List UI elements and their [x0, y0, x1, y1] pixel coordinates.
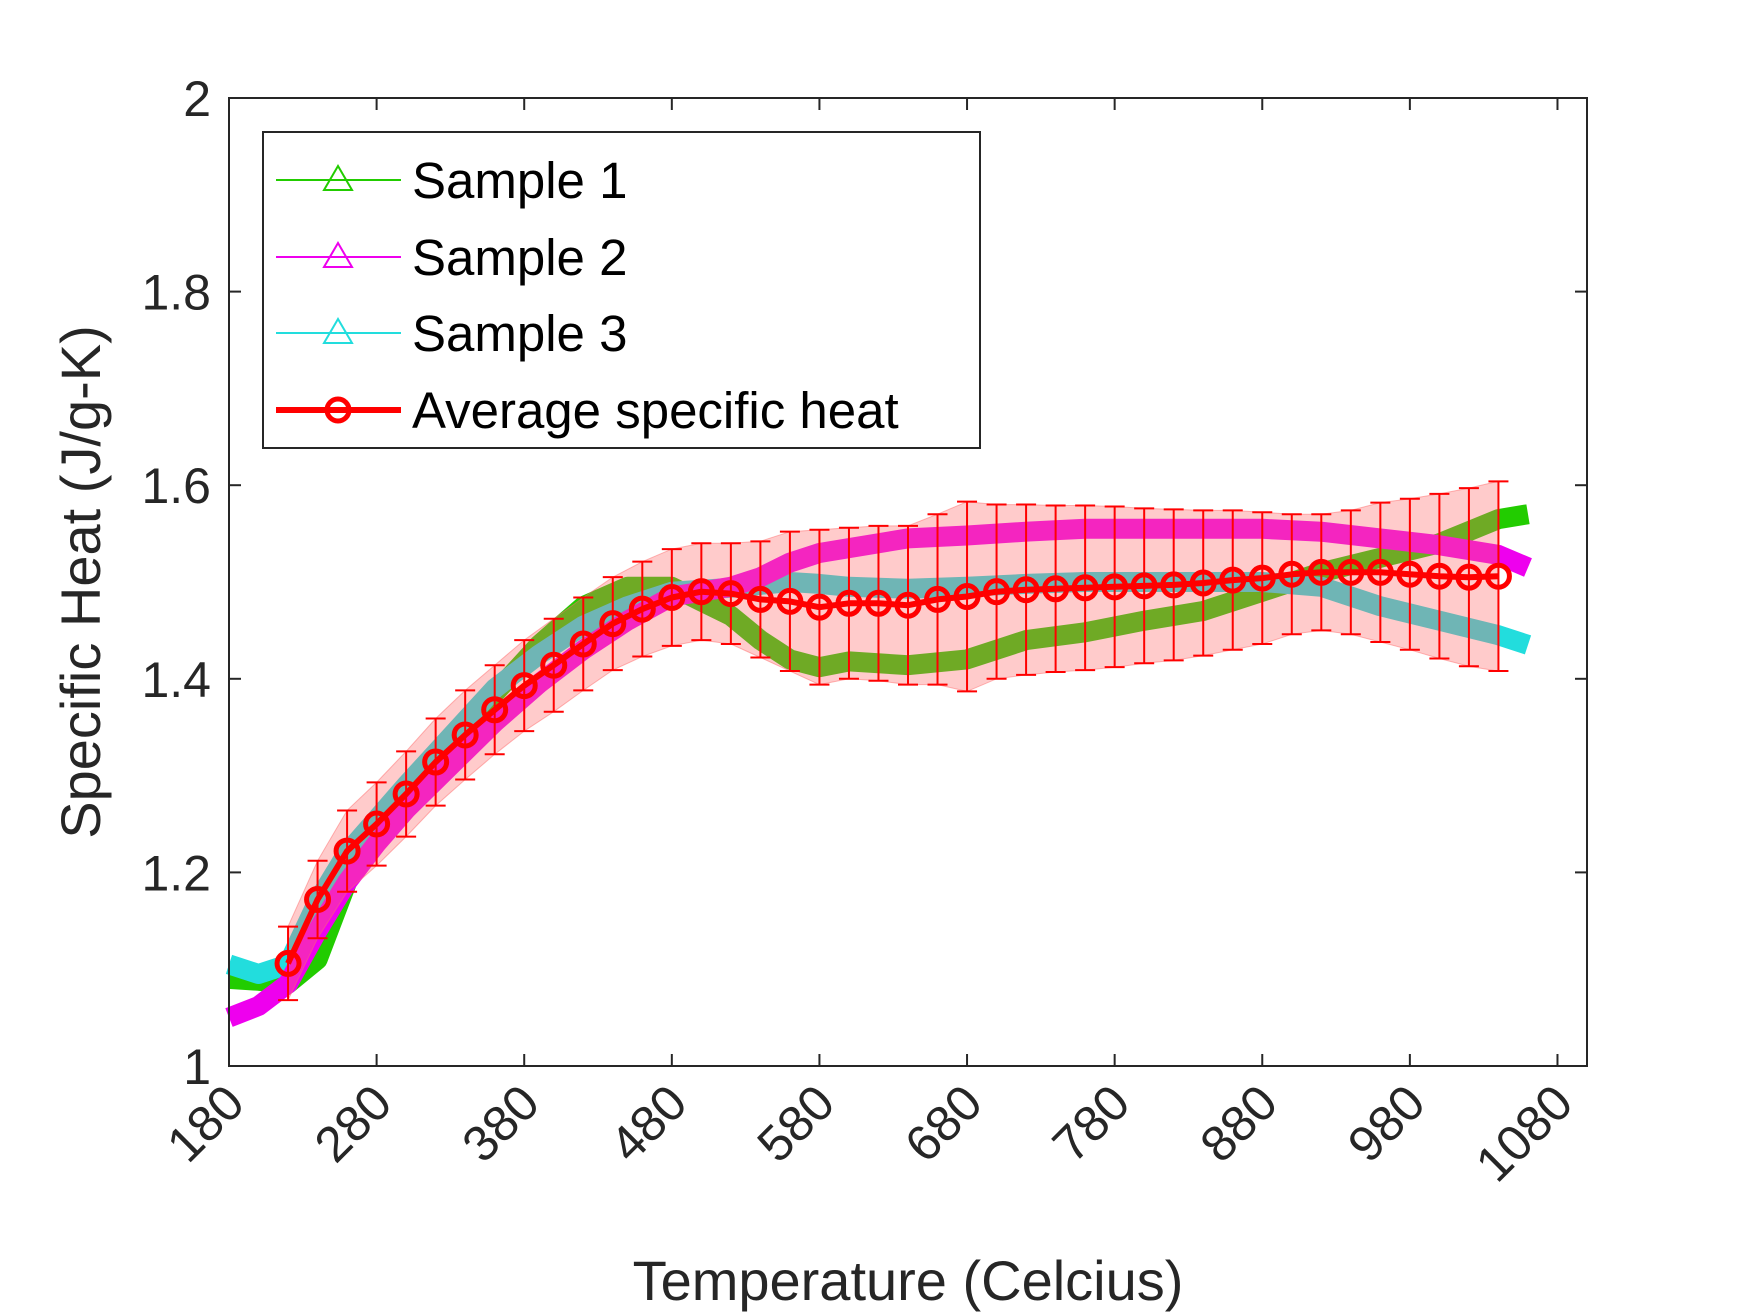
average-point [1307, 558, 1335, 586]
y-tick-label: 1.2 [141, 845, 211, 901]
y-tick-label: 1.8 [141, 265, 211, 321]
average-point [304, 886, 332, 914]
average-point [776, 587, 804, 615]
average-point [363, 810, 391, 838]
legend-box [262, 131, 981, 449]
average-point [1396, 560, 1424, 588]
average-point [687, 578, 715, 606]
y-tick-label: 1.6 [141, 458, 211, 514]
average-point [1248, 564, 1276, 592]
average-point [1484, 562, 1512, 590]
average-point [422, 748, 450, 776]
average-point [1455, 563, 1483, 591]
average-point [1337, 558, 1365, 586]
average-point [569, 630, 597, 658]
legend-label: Sample 3 [412, 305, 627, 362]
average-point [746, 585, 774, 613]
x-axis-title: Temperature (Celcius) [633, 1249, 1184, 1312]
average-point [274, 949, 302, 977]
average-point [717, 580, 745, 608]
average-point [835, 589, 863, 617]
average-point [924, 585, 952, 613]
average-point [1071, 574, 1099, 602]
y-tick-label: 1 [183, 1039, 211, 1095]
average-point [510, 672, 538, 700]
average-point [540, 651, 568, 679]
legend-label: Sample 1 [412, 152, 627, 209]
y-axis-title: Specific Heat (J/g-K) [49, 325, 112, 839]
plot-area [225, 480, 1532, 1027]
series-line-average-specific-heat [285, 569, 1499, 965]
error-bar [1488, 480, 1509, 673]
average-point [1012, 576, 1040, 604]
average-point [805, 593, 833, 621]
average-point [1425, 562, 1453, 590]
average-point [953, 583, 981, 611]
legend-entry: Sample 2 [276, 229, 627, 286]
legend-entry: Sample 3 [276, 305, 627, 362]
axes-box [228, 97, 1588, 1067]
legend-marker-triangle [322, 241, 354, 268]
average-point [392, 780, 420, 808]
average-point [1130, 572, 1158, 600]
average-point [451, 721, 479, 749]
average-point [1189, 569, 1217, 597]
average-point [894, 591, 922, 619]
average-point [1219, 566, 1247, 594]
average-point [658, 583, 686, 611]
legend-entry: Sample 1 [276, 152, 627, 209]
legend-marker-triangle [322, 164, 354, 191]
legend: Sample 1 Sample 2 Sample 3 Average specific… [262, 131, 981, 449]
average-point [1160, 571, 1188, 599]
average-point [983, 578, 1011, 606]
average-point [599, 610, 627, 638]
average-point [1278, 560, 1306, 588]
legend-entry: Average specific heat [276, 382, 899, 439]
average-point [1101, 573, 1129, 601]
average-point [1042, 575, 1070, 603]
legend-label: Average specific heat [412, 382, 899, 439]
legend-label: Sample 2 [412, 229, 627, 286]
average-point [864, 589, 892, 617]
average-point [481, 696, 509, 724]
average-point [333, 837, 361, 865]
legend-entries: Sample 1 Sample 2 Sample 3 Average specific… [276, 152, 899, 439]
average-point [1366, 558, 1394, 586]
y-tick-label: 1.4 [141, 652, 211, 708]
y-tick-label: 2 [183, 71, 211, 127]
legend-marker-triangle [322, 317, 354, 344]
legend-marker-circle [324, 396, 352, 424]
average-point [628, 595, 656, 623]
